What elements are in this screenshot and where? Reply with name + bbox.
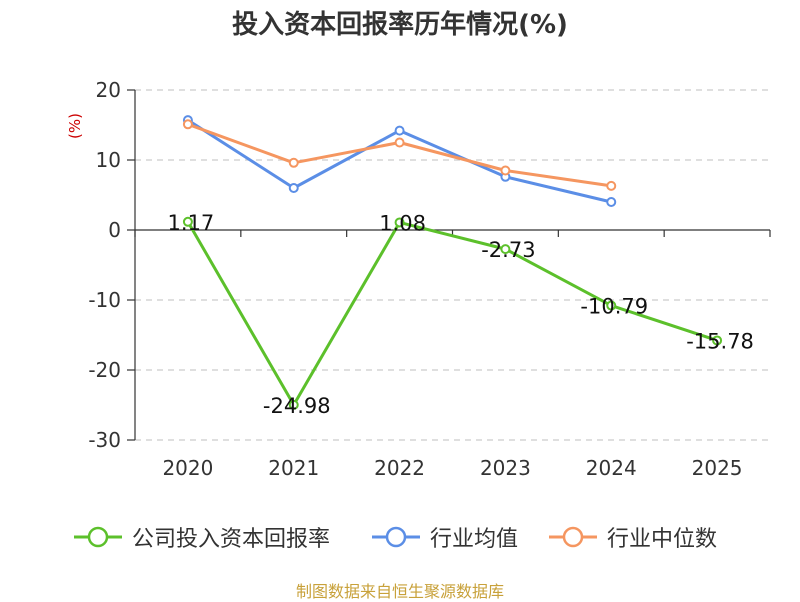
- axes: 20 10 0 -10 -20 -30 (%) 2020 2021 2022 2023 2024 202…: [66, 78, 771, 480]
- data-point: [606, 300, 617, 311]
- legend-item[interactable]: 行业均值: [370, 519, 518, 555]
- data-point: [288, 183, 299, 193]
- legend-label: 行业中位数: [607, 527, 718, 552]
- data-point: [606, 197, 617, 207]
- data-point: [288, 157, 299, 168]
- data-point: [394, 137, 405, 148]
- data-labels: 1.17 -24.98 1.08 -2.73 -10.79 -15.78: [168, 211, 754, 418]
- data-label: -15.78: [686, 329, 754, 353]
- data-point: [606, 180, 617, 191]
- data-label: -10.79: [580, 295, 648, 319]
- x-tick-label: 2023: [480, 456, 531, 480]
- data-point: [182, 216, 193, 227]
- y-tick-label: -10: [88, 288, 121, 312]
- source-note: 制图数据来自恒生聚源数据库: [295, 582, 504, 601]
- x-tick-label: 2021: [268, 456, 319, 480]
- data-label: 1.08: [379, 211, 426, 235]
- y-tick-label: -30: [88, 428, 121, 452]
- y-tick-label: 20: [96, 78, 121, 102]
- legend: 公司投入资本回报率 行业均值 行业中位数: [0, 519, 800, 555]
- y-axis-label: (%): [66, 113, 84, 139]
- y-tick-label: 10: [96, 148, 121, 172]
- series-line: [186, 220, 718, 407]
- data-label: -2.73: [481, 238, 535, 262]
- data-point: [288, 399, 299, 410]
- data-point: [712, 335, 723, 346]
- chart-title: 投入资本回报率历年情况(%): [232, 10, 568, 40]
- x-tick-label: 2025: [692, 456, 743, 480]
- legend-swatch-icon: [74, 526, 122, 548]
- legend-item[interactable]: 行业中位数: [547, 519, 717, 555]
- y-tick-label: 0: [108, 218, 121, 242]
- x-tick-label: 2020: [162, 456, 213, 480]
- data-point: [182, 119, 193, 130]
- grid-lines: [135, 89, 770, 441]
- data-point: [500, 244, 511, 255]
- legend-swatch-icon: [372, 526, 420, 548]
- legend-item[interactable]: 公司投入资本回报率: [72, 519, 330, 555]
- data-point: [394, 125, 405, 136]
- data-point: [500, 165, 511, 176]
- data-point: [394, 217, 405, 228]
- legend-label: 公司投入资本回报率: [132, 527, 331, 552]
- data-label: 1.17: [168, 211, 215, 235]
- series-lines: [182, 115, 723, 410]
- x-tick-label: 2024: [586, 456, 637, 480]
- legend-label: 行业均值: [430, 527, 519, 552]
- data-label: -24.98: [263, 394, 331, 418]
- legend-swatch-icon: [549, 526, 597, 548]
- y-tick-label: -20: [88, 358, 121, 382]
- x-tick-label: 2022: [374, 456, 425, 480]
